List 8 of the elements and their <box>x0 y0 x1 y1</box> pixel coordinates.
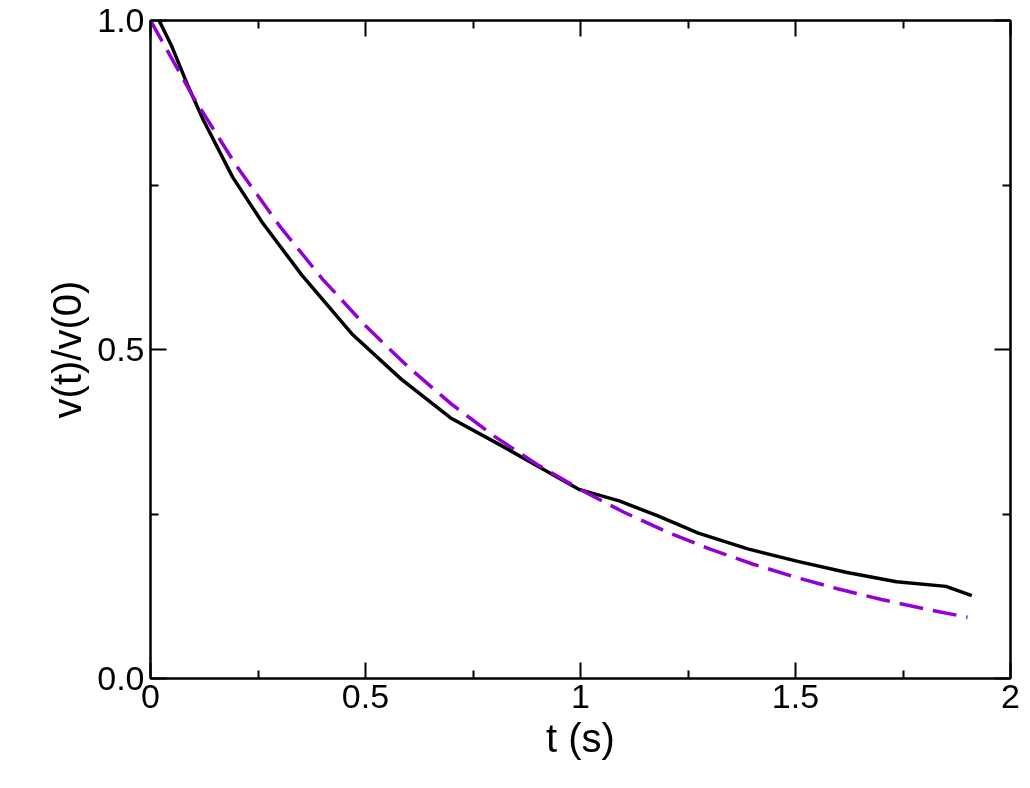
y-tick-label: 1.0 <box>97 1 145 39</box>
x-axis-title: t (s) <box>546 715 615 760</box>
x-tick-label: 1.5 <box>771 676 820 715</box>
y-axis-title: v(t)/v(0) <box>45 280 90 419</box>
x-tick-label: 0.5 <box>341 676 390 715</box>
x-tick-label: 2 <box>1001 676 1020 715</box>
y-tick-label: 0.5 <box>97 330 145 368</box>
x-tick-label: 1 <box>571 676 590 715</box>
